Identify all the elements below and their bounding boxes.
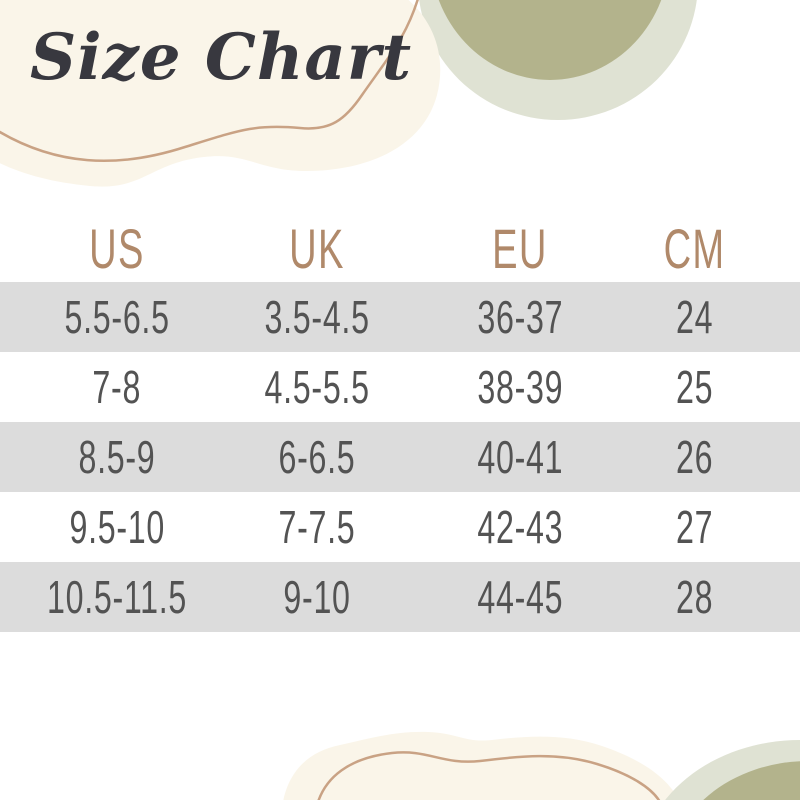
cell-eu: 36-37: [477, 291, 563, 343]
cell-uk: 9-10: [283, 571, 351, 623]
cell-uk: 3.5-4.5: [264, 291, 370, 343]
sage-blob-top-right: [438, 0, 662, 80]
cell-cm: 25: [676, 361, 714, 413]
cream-blob-bottom: [283, 731, 679, 800]
sage-ring-top-right: [419, 0, 697, 120]
page-title: Size Chart: [30, 20, 413, 95]
table-header-row: US UK EU CM: [0, 214, 800, 282]
cell-cm: 24: [676, 291, 714, 343]
cell-us: 10.5-11.5: [47, 571, 187, 623]
cell-eu: 40-41: [477, 431, 563, 483]
column-header-cm: CM: [664, 216, 726, 280]
cell-eu: 44-45: [477, 571, 563, 623]
cell-cm: 26: [676, 431, 714, 483]
tan-outline-bottom: [317, 751, 661, 800]
table-row: 5.5-6.5 3.5-4.5 36-37 24: [0, 282, 800, 352]
cell-us: 8.5-9: [78, 431, 156, 483]
table-row: 7-8 4.5-5.5 38-39 25: [0, 352, 800, 422]
table-row: 8.5-9 6-6.5 40-41 26: [0, 422, 800, 492]
cell-us: 7-8: [92, 361, 142, 413]
sage-ring-bottom-right: [665, 740, 800, 800]
cell-uk: 6-6.5: [278, 431, 356, 483]
column-header-uk: UK: [289, 216, 345, 280]
cell-cm: 27: [676, 501, 714, 553]
decorative-blob-bottom: [283, 731, 800, 800]
table-row: 9.5-10 7-7.5 42-43 27: [0, 492, 800, 562]
cell-cm: 28: [676, 571, 714, 623]
cell-eu: 42-43: [477, 501, 563, 553]
cell-uk: 4.5-5.5: [264, 361, 370, 413]
size-table: US UK EU CM 5.5-6.5 3.5-4.5 36-37 24 7-8…: [0, 214, 800, 632]
cell-us: 5.5-6.5: [64, 291, 170, 343]
column-header-us: US: [89, 216, 145, 280]
cell-uk: 7-7.5: [278, 501, 356, 553]
column-header-eu: EU: [492, 216, 548, 280]
cell-eu: 38-39: [477, 361, 563, 413]
sage-blob-bottom-right: [703, 761, 800, 800]
cell-us: 9.5-10: [69, 501, 165, 553]
table-row: 10.5-11.5 9-10 44-45 28: [0, 562, 800, 632]
